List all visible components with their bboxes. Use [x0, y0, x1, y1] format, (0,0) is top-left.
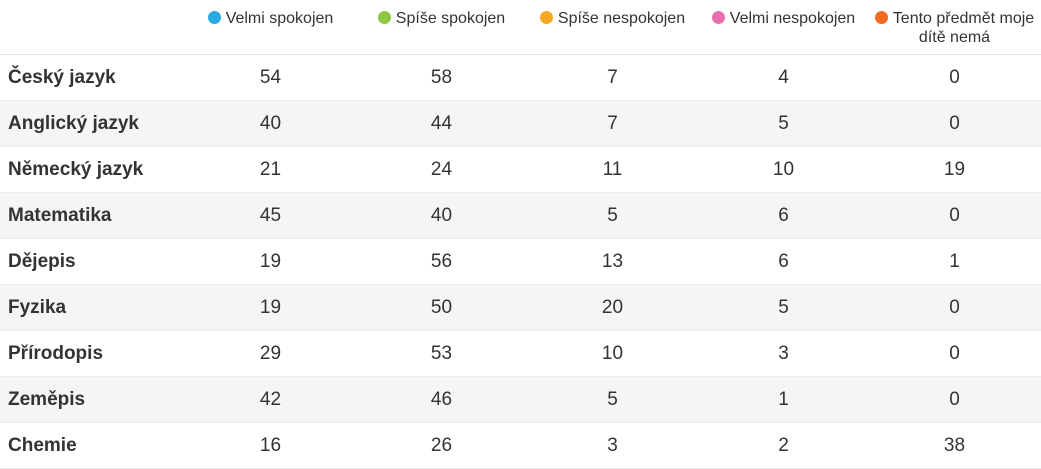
row-label: Dějepis — [8, 250, 76, 272]
table-cell: 46 — [430, 388, 453, 410]
table-cell: 56 — [430, 250, 453, 272]
legend-entry: Tento předmět moje dítě nemá — [869, 0, 1040, 54]
table-cell: 6 — [778, 204, 789, 226]
table-cell: 50 — [430, 296, 453, 318]
table-cell: 24 — [430, 158, 453, 180]
legend-dot-icon — [207, 11, 221, 24]
table-cell: 3 — [778, 342, 789, 364]
table-row: Český jazyk 54 58 7 4 0 — [0, 55, 1041, 101]
table-cell: 40 — [430, 204, 453, 226]
row-label: Chemie — [8, 434, 77, 456]
table-cell: 4 — [778, 66, 789, 88]
table-body: Český jazyk 54 58 7 4 0 Anglický jazyk 40 44 7 5 0 N… — [0, 55, 1041, 469]
table-cell: 13 — [601, 250, 624, 272]
legend-dot-icon — [539, 11, 553, 24]
table-row: Přírodopis 29 53 10 3 0 — [0, 331, 1041, 377]
table-row: Anglický jazyk 40 44 7 5 0 — [0, 101, 1041, 147]
table-cell: 5 — [778, 296, 789, 318]
table-cell: 53 — [430, 342, 453, 364]
table-cell: 7 — [607, 66, 618, 88]
header-corner — [0, 0, 185, 54]
table-cell: 3 — [607, 434, 618, 456]
table-cell: 7 — [607, 112, 618, 134]
row-label: Matematika — [8, 204, 112, 226]
row-label: Zeměpis — [8, 388, 86, 410]
table-cell: 26 — [430, 434, 453, 456]
table-cell: 10 — [601, 342, 624, 364]
table-cell: 58 — [430, 66, 453, 88]
table-cell: 54 — [259, 66, 282, 88]
row-label: Český jazyk — [8, 66, 116, 88]
legend-entry: Velmi spokojen — [185, 0, 356, 54]
legend-entry: Velmi nespokojen — [698, 0, 869, 54]
table-row: Zeměpis 42 46 5 1 0 — [0, 377, 1041, 423]
row-label: Anglický jazyk — [8, 112, 139, 134]
legend-label: Spíše spokojen — [395, 10, 506, 27]
table-cell: 19 — [943, 158, 966, 180]
table-cell: 5 — [607, 204, 618, 226]
table-cell: 29 — [259, 342, 282, 364]
table-header: Velmi spokojen Spíše spokojen Spíše nespok… — [0, 0, 1041, 55]
table-row: Německý jazyk 21 24 11 10 19 — [0, 147, 1041, 193]
table-row: Chemie 16 26 3 2 38 — [0, 423, 1041, 469]
table-cell: 10 — [772, 158, 795, 180]
table-cell: 16 — [259, 434, 282, 456]
table-cell: 44 — [430, 112, 453, 134]
table-cell: 19 — [259, 250, 282, 272]
table-cell: 1 — [778, 388, 789, 410]
table-row: Matematika 45 40 5 6 0 — [0, 193, 1041, 239]
legend-dot-icon — [874, 11, 888, 24]
table-cell: 19 — [259, 296, 282, 318]
legend-label: Tento předmět moje dítě nemá — [892, 10, 1035, 46]
table-cell: 5 — [778, 112, 789, 134]
table-cell: 42 — [259, 388, 282, 410]
legend-entry: Spíše nespokojen — [527, 0, 698, 54]
legend-label: Spíše nespokojen — [557, 10, 686, 27]
table-cell: 38 — [943, 434, 966, 456]
table-cell: 40 — [259, 112, 282, 134]
table-cell: 5 — [607, 388, 618, 410]
table-cell: 0 — [949, 204, 960, 226]
row-label: Přírodopis — [8, 342, 104, 364]
table-cell: 45 — [259, 204, 282, 226]
table-cell: 0 — [949, 342, 960, 364]
table-cell: 2 — [778, 434, 789, 456]
table-cell: 0 — [949, 112, 960, 134]
legend-dot-icon — [711, 11, 725, 24]
table-cell: 11 — [602, 158, 623, 180]
legend-entry: Spíše spokojen — [356, 0, 527, 54]
legend-label: Velmi nespokojen — [729, 10, 856, 27]
table-cell: 21 — [259, 158, 282, 180]
table-cell: 0 — [949, 66, 960, 88]
table-cell: 1 — [949, 250, 960, 272]
table-cell: 0 — [949, 388, 960, 410]
table-cell: 0 — [949, 296, 960, 318]
row-label: Fyzika — [8, 296, 67, 318]
table-cell: 6 — [778, 250, 789, 272]
table-row: Dějepis 19 56 13 6 1 — [0, 239, 1041, 285]
table-cell: 20 — [601, 296, 624, 318]
row-label: Německý jazyk — [8, 158, 144, 180]
table-row: Fyzika 19 50 20 5 0 — [0, 285, 1041, 331]
legend-dot-icon — [377, 11, 391, 24]
legend-label: Velmi spokojen — [225, 10, 334, 27]
